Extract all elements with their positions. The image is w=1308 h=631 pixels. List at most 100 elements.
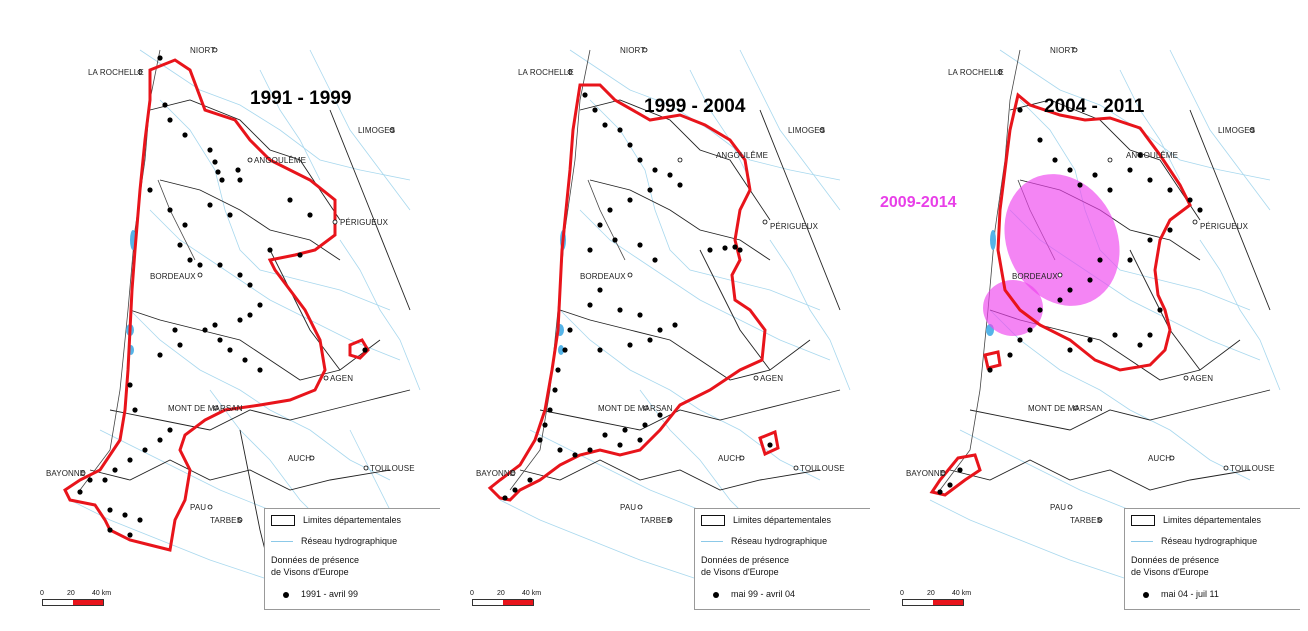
presence-point (1107, 187, 1113, 193)
presence-point (652, 167, 658, 173)
city-label-toulouse: TOULOUSE (370, 464, 415, 473)
presence-point (247, 312, 253, 318)
city-label-pau: PAU (1050, 503, 1067, 512)
scale-label-20: 20 (927, 590, 935, 597)
city-label-la-rochelle: LA ROCHELLE (948, 68, 1004, 77)
city-label-auch: AUCH (718, 454, 742, 463)
legend-presence-line2: de Visons d'Europe (271, 567, 349, 577)
presence-point (1057, 297, 1063, 303)
presence-point (202, 327, 208, 333)
presence-point (987, 367, 993, 373)
city-label-la-rochelle: LA ROCHELLE (88, 68, 144, 77)
presence-point (362, 347, 368, 353)
map-panel-2004-2011: 2004 - 2011 2009-2014 NIORT LA ROCHELLE … (870, 10, 1300, 618)
map-panel-1999-2004: 1999 - 2004 NIORT LA ROCHELLE LIMOGES AN… (440, 10, 870, 618)
legend-presence-line1: Données de présence (271, 555, 360, 565)
city-label-niort: NIORT (1050, 46, 1076, 55)
presence-point (267, 247, 273, 253)
presence-point (617, 442, 623, 448)
presence-point (1187, 197, 1193, 203)
presence-point (157, 437, 163, 443)
presence-point (1157, 307, 1163, 313)
presence-point (237, 272, 243, 278)
presence-point (1017, 337, 1023, 343)
period-label: 1999 - 2004 (644, 96, 746, 117)
city-label-niort: NIORT (620, 46, 646, 55)
presence-point (182, 222, 188, 228)
legend-presence-line1: Données de présence (701, 555, 790, 565)
city-label-angouleme: ANGOULÊME (1126, 151, 1179, 160)
city-label-mont-de-marsan: MONT DE MARSAN (1028, 404, 1103, 413)
presence-point (217, 262, 223, 268)
city-label-perigueux: PÉRIGUEUX (1200, 222, 1249, 231)
city-label-limoges: LIMOGES (788, 126, 826, 135)
river-swatch (271, 541, 293, 543)
city-label-toulouse: TOULOUSE (1230, 464, 1275, 473)
city-markers (80, 47, 395, 523)
map-panel-1-graphic (63, 47, 421, 581)
presence-point (1067, 347, 1073, 353)
presence-points (937, 107, 1203, 495)
legend-presence-line1: Données de présence (1131, 555, 1220, 565)
presence-point (1197, 207, 1203, 213)
river-swatch (1131, 541, 1153, 543)
presence-point (127, 457, 133, 463)
scale-bar (42, 599, 104, 606)
presence-point (237, 177, 243, 183)
highlight-area-2009-2014 (983, 174, 1120, 336)
presence-point (132, 407, 138, 413)
presence-point (177, 342, 183, 348)
presence-point (1037, 137, 1043, 143)
presence-point (182, 132, 188, 138)
presence-point (77, 489, 83, 495)
city-label-bordeaux: BORDEAUX (580, 272, 626, 281)
presence-point (1027, 327, 1033, 333)
presence-points (502, 92, 773, 501)
presence-point (737, 247, 743, 253)
presence-point (162, 102, 168, 108)
presence-point (1077, 182, 1083, 188)
map-panel-2-graphic (487, 47, 851, 581)
presence-point (1167, 227, 1173, 233)
legend-rivers-label: Réseau hydrographique (731, 536, 828, 546)
presence-point (647, 187, 653, 193)
city-markers (510, 47, 825, 523)
presence-point (237, 317, 243, 323)
city-label-bayonne: BAYONNE (906, 469, 946, 478)
presence-point (1087, 277, 1093, 283)
city-label-la-rochelle: LA ROCHELLE (518, 68, 574, 77)
legend-limits-label: Limites départementales (733, 515, 832, 525)
presence-point (112, 467, 118, 473)
presence-point (137, 517, 143, 523)
presence-point (612, 237, 618, 243)
presence-point (122, 512, 128, 518)
presence-point (567, 327, 573, 333)
department-limit-swatch (1131, 515, 1155, 527)
presence-point (147, 187, 153, 193)
presence-point (657, 327, 663, 333)
presence-point (127, 532, 133, 538)
presence-point (167, 427, 173, 433)
scale-label-0: 0 (40, 590, 44, 597)
scale-label-20: 20 (67, 590, 75, 597)
presence-point (157, 55, 163, 61)
city-label-niort: NIORT (190, 46, 216, 55)
presence-point (637, 312, 643, 318)
legend-period: mai 99 - avril 04 (731, 589, 796, 599)
presence-point (552, 387, 558, 393)
presence-point (1007, 352, 1013, 358)
scale-label-40: 40 km (522, 590, 542, 597)
presence-point (617, 307, 623, 313)
city-label-tarbes: TARBES (1070, 516, 1103, 525)
presence-point (1037, 307, 1043, 313)
presence-point (602, 432, 608, 438)
range-outline (487, 83, 780, 502)
presence-point (187, 257, 193, 263)
presence-point (627, 197, 633, 203)
scale-label-0: 0 (470, 590, 474, 597)
city-label-angouleme: ANGOULÊME (254, 156, 307, 165)
presence-point (247, 282, 253, 288)
city-label-pau: PAU (620, 503, 637, 512)
presence-dot-icon (283, 591, 289, 598)
legend-presence-line2: de Visons d'Europe (701, 567, 779, 577)
